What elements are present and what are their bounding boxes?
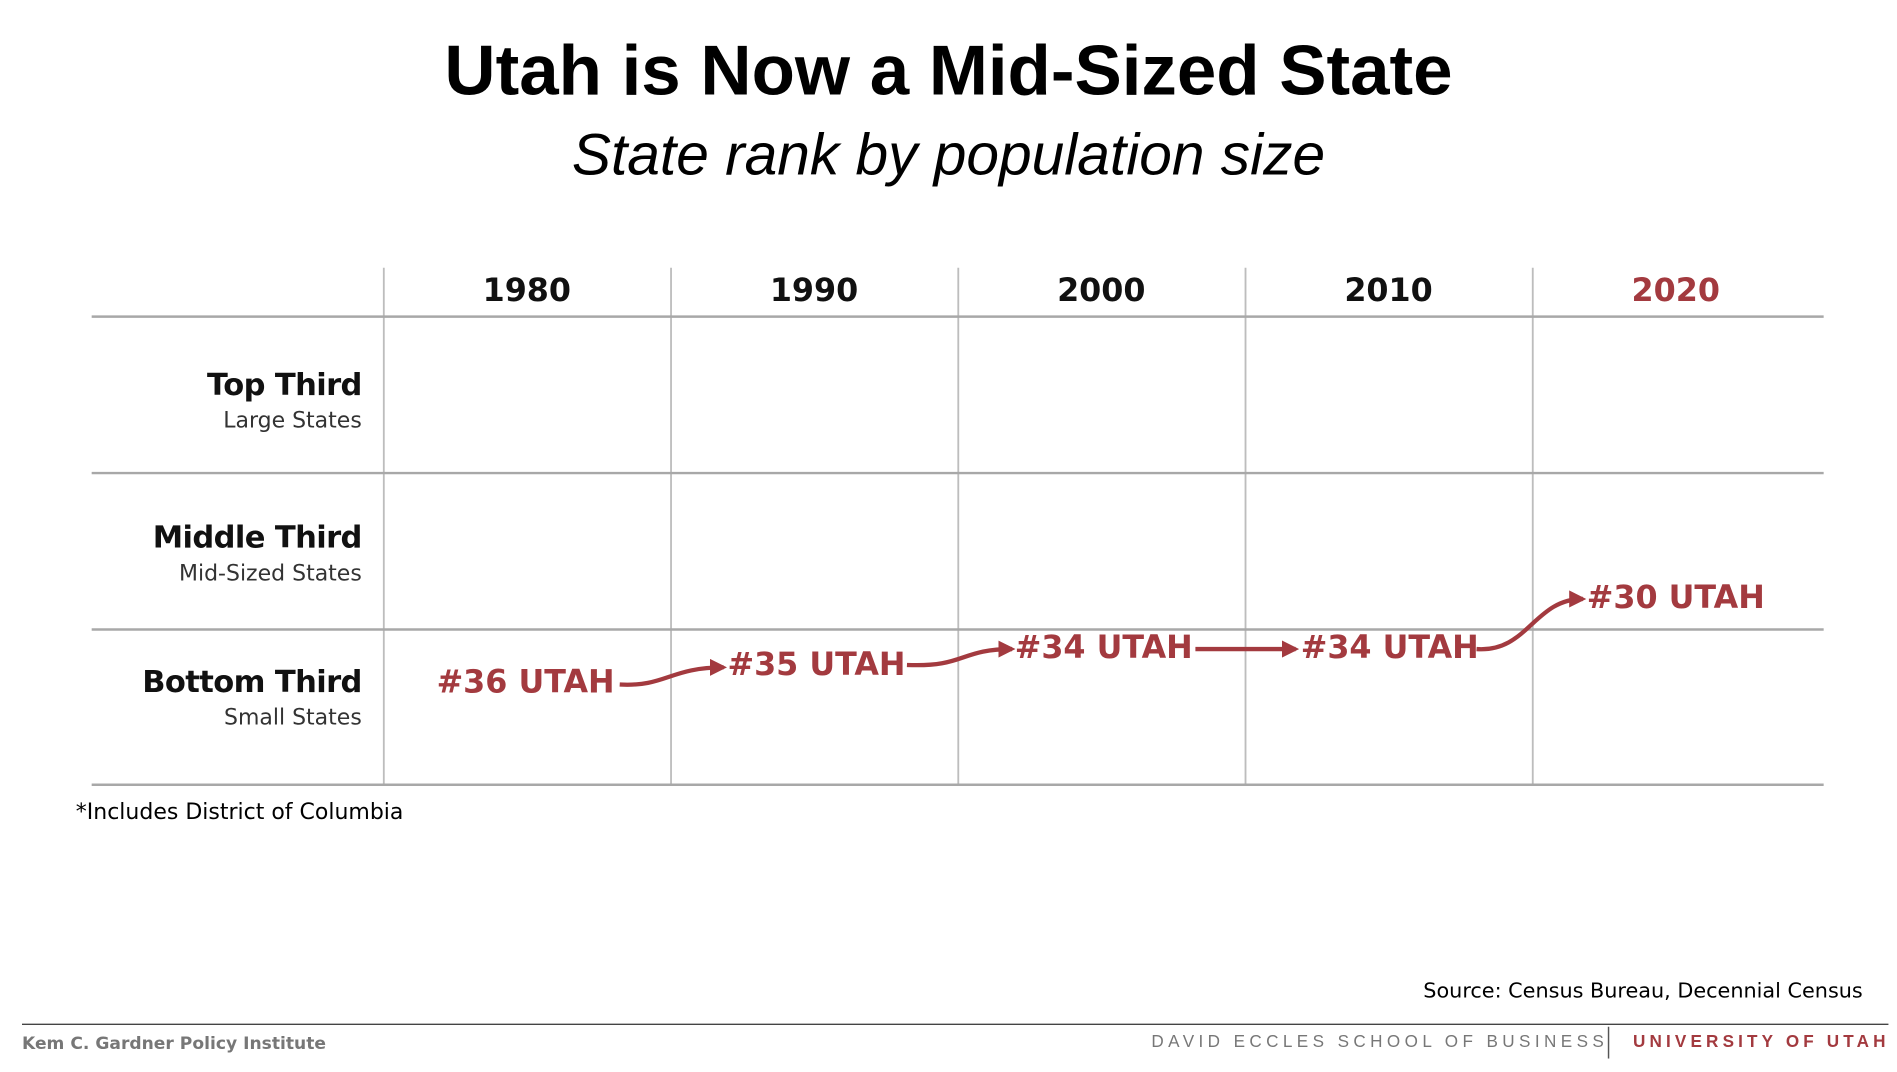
title: Utah is Now a Mid-Sized State	[444, 32, 1452, 111]
row-sublabel: Large States	[223, 409, 362, 434]
row-sublabel: Small States	[224, 706, 362, 731]
year-header: 1980	[483, 273, 571, 309]
year-header: 2000	[1057, 273, 1145, 309]
arrow	[906, 640, 1016, 668]
footer-left: Kem C. Gardner Policy Institute	[22, 1034, 326, 1054]
row-sublabel: Mid-Sized States	[179, 562, 362, 587]
arrow	[619, 658, 728, 687]
row-label: Top Third	[207, 368, 362, 403]
footnote: *Includes District of Columbia	[76, 800, 404, 825]
footer-right: UNIVERSITY OF UTAH	[1633, 1032, 1890, 1051]
row-label: Middle Third	[153, 521, 362, 556]
rank-label: #35 UTAH	[727, 647, 905, 683]
row-label: Bottom Third	[142, 665, 362, 700]
footer-center: DAVID ECCLES SCHOOL OF BUSINESS	[1151, 1032, 1608, 1051]
year-header: 2020	[1632, 273, 1720, 309]
year-header: 2010	[1344, 273, 1432, 309]
year-header: 1990	[770, 273, 858, 309]
rank-label: #30 UTAH	[1587, 580, 1765, 616]
rank-label: #36 UTAH	[437, 664, 615, 700]
arrow	[1476, 590, 1587, 652]
rank-label: #34 UTAH	[1015, 630, 1193, 666]
table-grid	[91, 267, 1824, 786]
subtitle: State rank by population size	[572, 122, 1325, 187]
rank-label: #34 UTAH	[1301, 630, 1479, 666]
source: Source: Census Bureau, Decennial Census	[1423, 978, 1863, 1002]
